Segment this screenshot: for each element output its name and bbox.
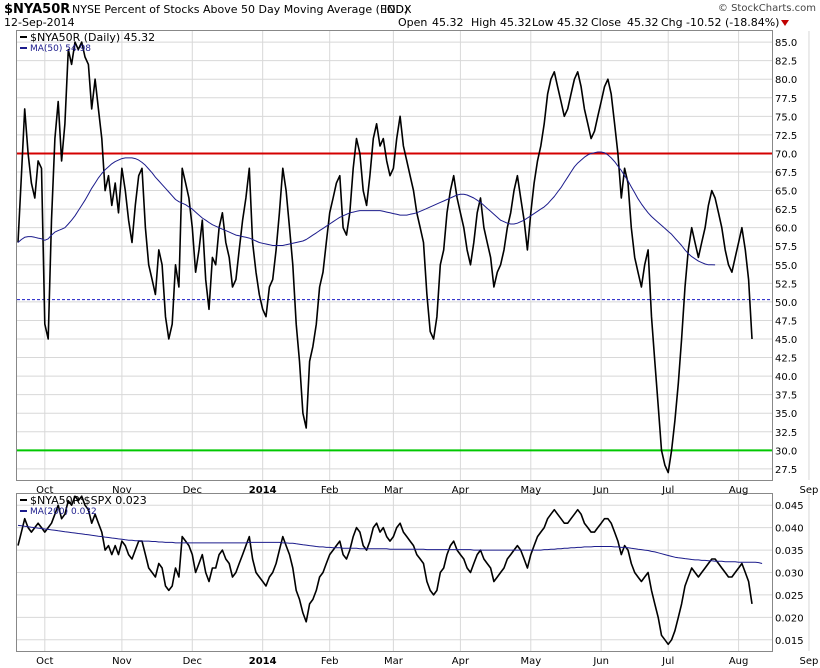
main-x-tick-label: Sep [800, 485, 819, 496]
ratio-y-tick-label: 0.040 [775, 524, 804, 535]
ratio-y-tick-label: 0.035 [775, 546, 804, 557]
close-label: Close [591, 16, 621, 29]
main-x-tick-label: Feb [321, 485, 339, 496]
main-y-axis: 27.5 30.0 32.5 35.0 37.5 40.0 42.5 45.0 47.5 50.0… [775, 38, 797, 476]
ratio-x-tick-label: Mar [384, 656, 404, 667]
ratio-y-tick-label: 0.015 [775, 636, 804, 647]
ratio-x-tick-label: Nov [112, 656, 132, 667]
main-y-tick-label: 27.5 [775, 465, 797, 476]
main-y-tick-label: 82.5 [775, 57, 797, 68]
ratio-x-tick-label: Sep [800, 656, 819, 667]
ratio-y-tick-label: 0.020 [775, 613, 804, 624]
main-series-price [17, 41, 753, 474]
close-value: 45.32 [627, 16, 659, 29]
main-y-tick-label: 32.5 [775, 428, 797, 439]
main-x-tick-label: Aug [729, 485, 749, 496]
main-legend-label: MA(50) 54.98 [30, 44, 91, 54]
main-y-tick-label: 52.5 [775, 279, 797, 290]
ratio-x-tick-label: May [520, 656, 541, 667]
main-series-ma50 [17, 151, 716, 266]
main-x-tick-label: Dec [183, 485, 202, 496]
main-y-tick-label: 65.0 [775, 187, 797, 198]
ratio-x-tick-label: Aug [729, 656, 749, 667]
low-value: 45.32 [557, 16, 589, 29]
ratio-y-tick-label: 0.025 [775, 591, 804, 602]
open-value: 45.32 [432, 16, 464, 29]
main-x-tick-label: Jun [592, 485, 609, 496]
ratio-x-tick-label: Jul [661, 656, 674, 667]
ratio-x-tick-label: Feb [321, 656, 339, 667]
ratio-x-axis: Oct Nov Dec 2014 Feb Mar Apr May Jun Jul Aug Sep [36, 656, 818, 667]
ratio-series-ma200 [17, 524, 763, 564]
main-y-tick-label: 40.0 [775, 372, 797, 383]
ratio-legend-label: MA(200) 0.032 [30, 507, 97, 517]
ohlc-readout: Open 45.32 High 45.32 Low 45.32 Close 45… [398, 16, 789, 29]
main-y-tick-label: 85.0 [775, 38, 797, 49]
main-x-axis: Oct Nov Dec 2014 Feb Mar Apr May Jun Jul Aug Sep [36, 485, 818, 496]
main-y-tick-label: 77.5 [775, 94, 797, 105]
main-x-tick-label: Mar [384, 485, 404, 496]
main-y-tick-label: 45.0 [775, 335, 797, 346]
main-y-tick-label: 60.0 [775, 224, 797, 235]
ratio-y-axis: 0.015 0.020 0.025 0.030 0.035 0.040 0.045 [775, 501, 804, 647]
main-y-tick-label: 80.0 [775, 75, 797, 86]
main-y-tick-label: 57.5 [775, 242, 797, 253]
main-x-tick-label: Nov [112, 485, 132, 496]
chg-label: Chg [661, 16, 683, 29]
main-x-tick-label: May [520, 485, 541, 496]
main-x-tick-label: 2014 [249, 485, 277, 496]
ratio-series [17, 495, 763, 646]
ratio-x-tick-label: Jun [592, 656, 609, 667]
chart-date: 12-Sep-2014 [4, 16, 75, 29]
main-y-tick-label: 55.0 [775, 261, 797, 272]
main-x-tick-label: Jul [661, 485, 674, 496]
main-series [17, 41, 753, 474]
main-y-tick-label: 42.5 [775, 354, 797, 365]
main-y-tick-label: 35.0 [775, 409, 797, 420]
ratio-x-tick-label: Oct [36, 656, 53, 667]
main-y-tick-label: 67.5 [775, 168, 797, 179]
main-grid [17, 31, 810, 480]
ratio-legend-label: $NYA50R:$SPX 0.023 [30, 494, 147, 507]
watermark: © StockCharts.com [718, 3, 816, 14]
main-y-tick-label: 47.5 [775, 316, 797, 327]
ratio-y-tick-label: 0.030 [775, 569, 804, 580]
low-label: Low [532, 16, 554, 29]
main-legend-label: $NYA50R (Daily) 45.32 [30, 31, 155, 44]
ratio-y-tick-label: 0.045 [775, 501, 804, 512]
ratio-x-tick-label: Apr [452, 656, 470, 667]
main-y-tick-label: 50.0 [775, 298, 797, 309]
main-y-tick-label: 70.0 [775, 149, 797, 160]
ratio-grid [17, 494, 810, 651]
main-y-tick-label: 30.0 [775, 446, 797, 457]
open-label: Open [398, 16, 427, 29]
ratio-x-tick-label: Dec [183, 656, 202, 667]
main-x-tick-label: Apr [452, 485, 470, 496]
main-y-tick-label: 62.5 [775, 205, 797, 216]
chart-exchange: INDX [384, 3, 412, 16]
high-label: High [471, 16, 496, 29]
down-arrow-icon [781, 20, 789, 26]
high-value: 45.32 [500, 16, 532, 29]
main-y-tick-label: 37.5 [775, 391, 797, 402]
ratio-x-tick-label: 2014 [249, 656, 277, 667]
chart-symbol: $NYA50R [4, 2, 70, 17]
main-x-tick-label: Oct [36, 485, 53, 496]
chart-description: NYSE Percent of Stocks Above 50 Day Movi… [72, 3, 408, 16]
chg-value: -10.52 (-18.84%) [686, 16, 779, 29]
main-y-tick-label: 75.0 [775, 112, 797, 123]
main-y-tick-label: 72.5 [775, 131, 797, 142]
